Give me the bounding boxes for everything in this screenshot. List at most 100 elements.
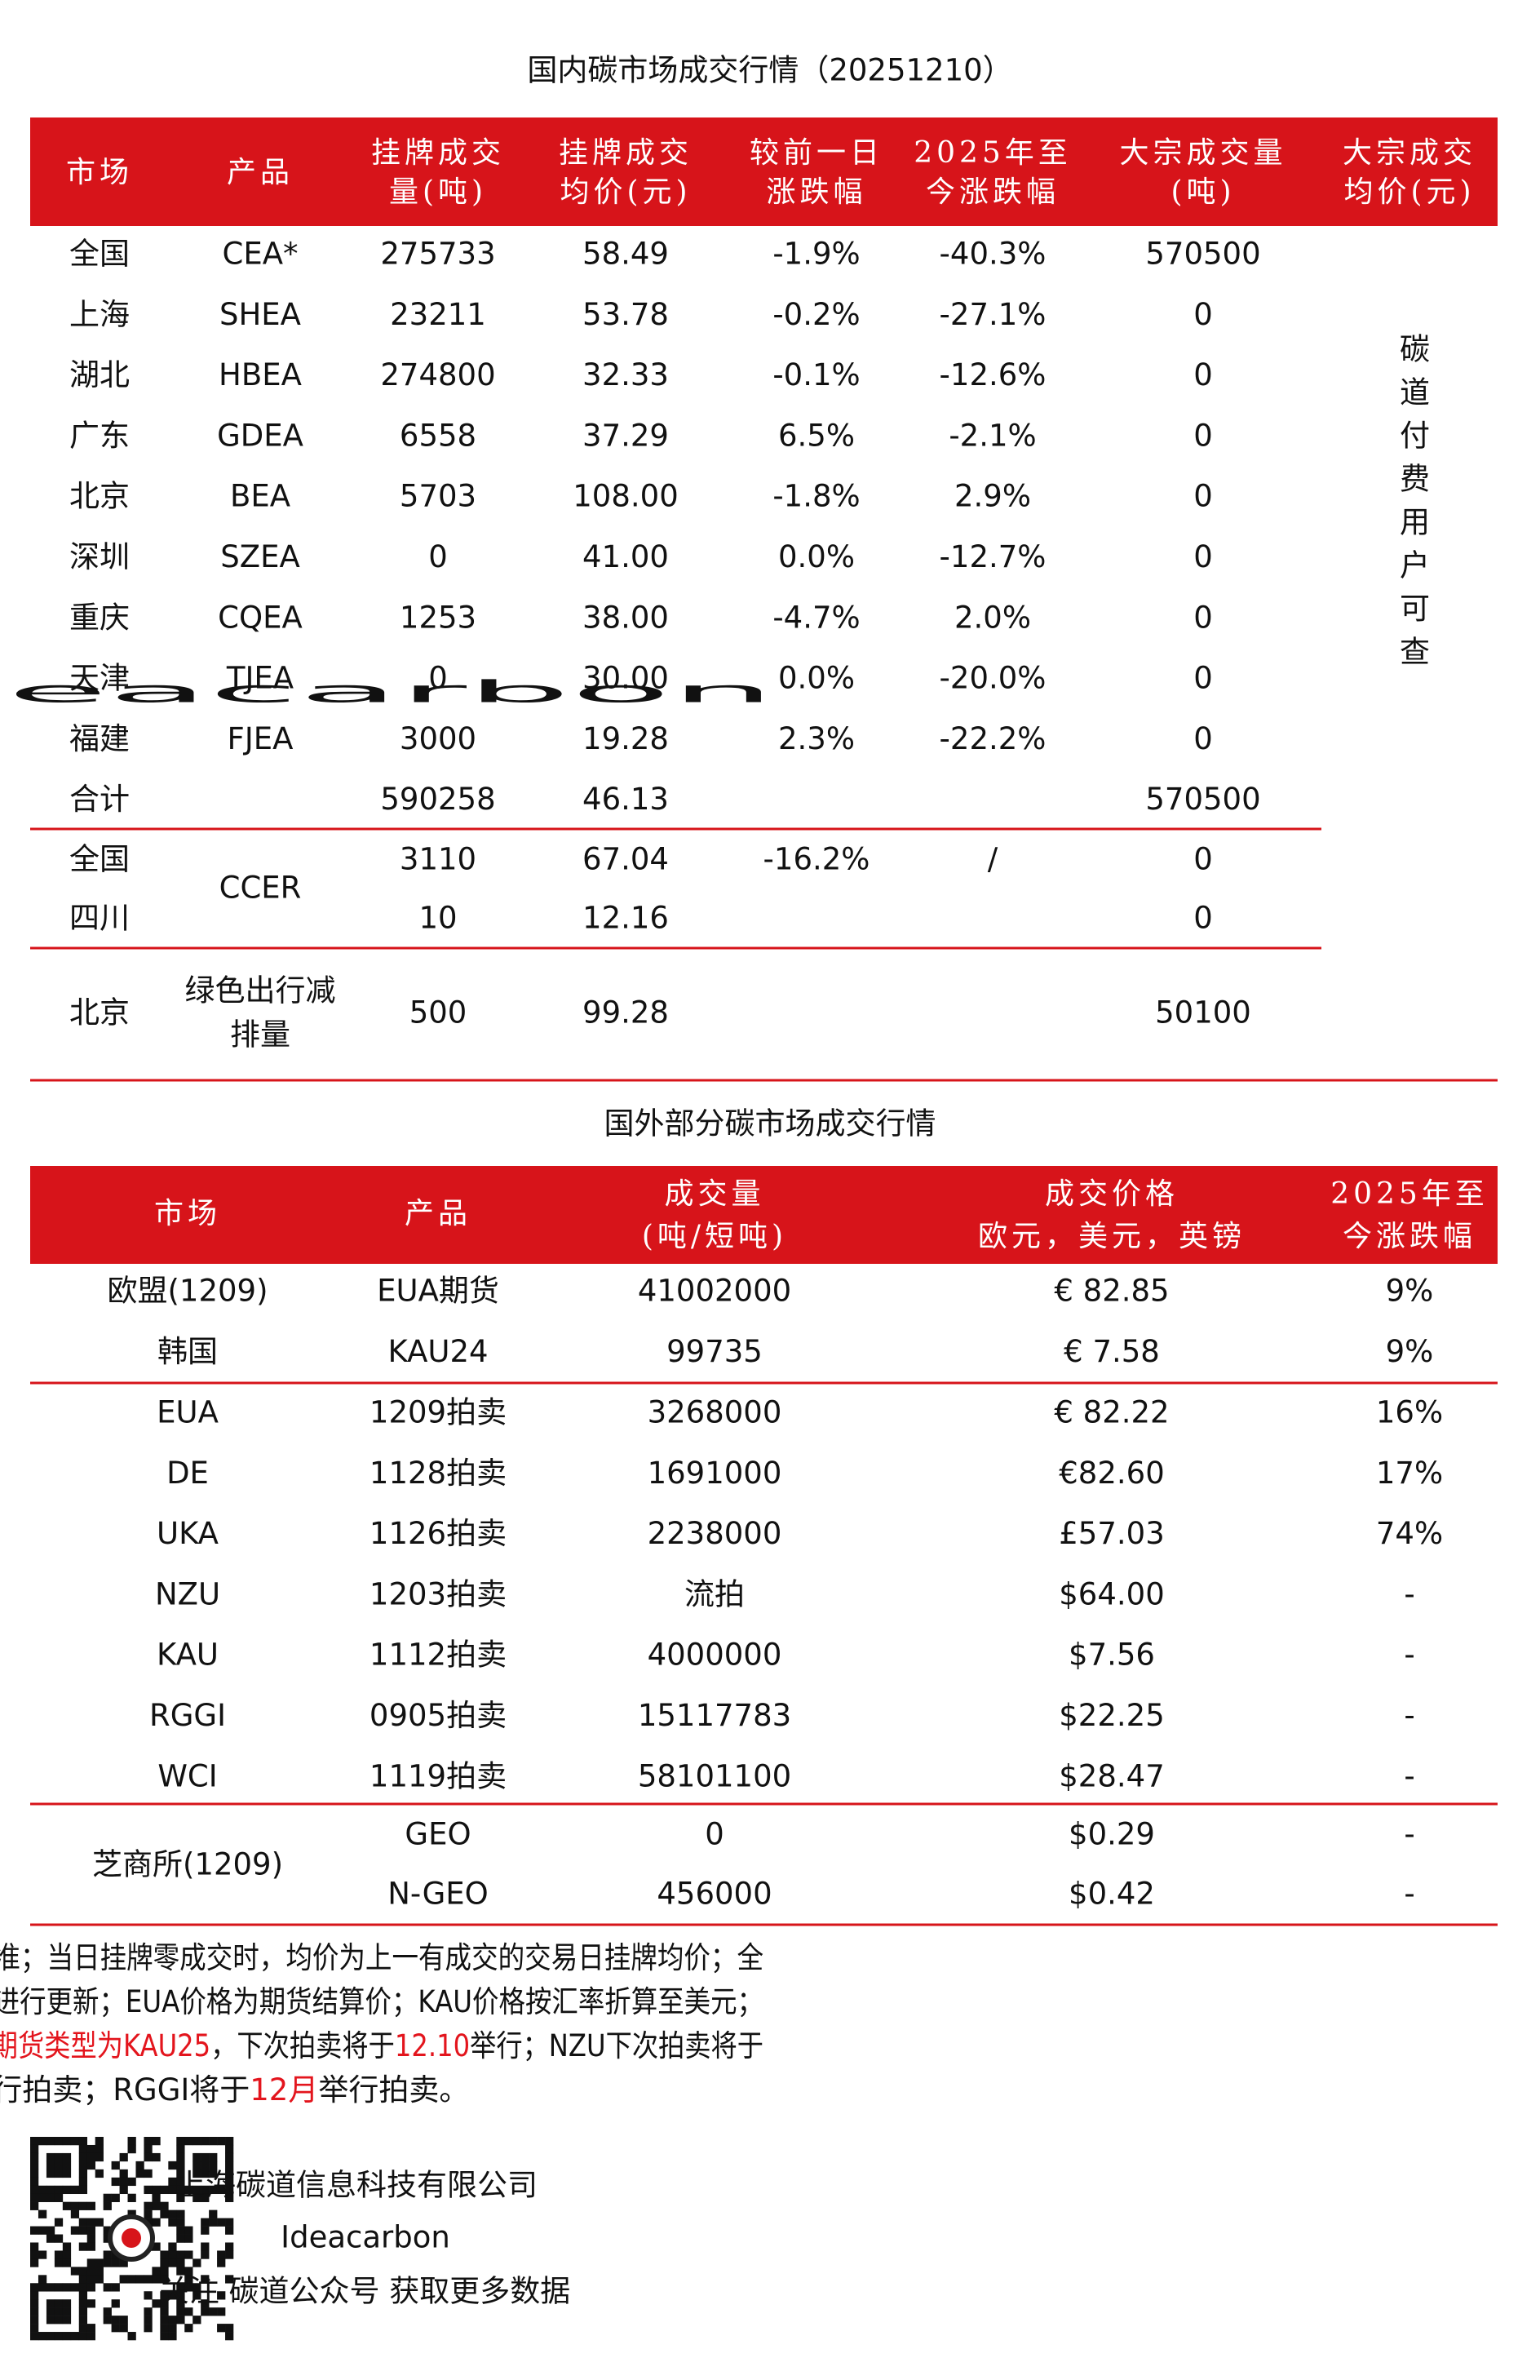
qr-module xyxy=(111,2161,120,2170)
cell: 2238000 xyxy=(648,1516,782,1551)
qr-module xyxy=(38,2332,47,2341)
cell: UKA xyxy=(157,1516,219,1551)
qr-module xyxy=(62,2152,72,2162)
qr-module xyxy=(111,2299,120,2308)
qr-module xyxy=(217,2291,226,2300)
note-segment: 国CCER在没有披露挂牌/协转交易信息前，暂统一按照挂牌进行更新；EUA价格为期… xyxy=(0,1984,763,2019)
cell: 15117783 xyxy=(638,1698,791,1733)
qr-module xyxy=(135,2275,144,2284)
qr-module xyxy=(184,2226,193,2235)
qr-module xyxy=(103,2226,112,2235)
qr-module xyxy=(144,2169,153,2178)
note-segment: 举行拍卖；RGGI将于 xyxy=(0,2072,250,2107)
cell: 3268000 xyxy=(648,1395,782,1430)
qr-module xyxy=(30,2185,39,2195)
qr-module xyxy=(46,2234,55,2243)
header-cell: 均价(元) xyxy=(560,175,691,209)
cell: 67.04 xyxy=(582,842,669,877)
brand: Ideacarbon xyxy=(281,2220,450,2255)
cell: 0 xyxy=(1193,357,1213,392)
qr-module xyxy=(86,2144,95,2154)
qr-module xyxy=(103,2316,112,2325)
cell: 3110 xyxy=(400,842,476,877)
cell: 0905拍卖 xyxy=(370,1698,507,1733)
header-cell: 欧元，美元，英镑 xyxy=(978,1220,1246,1253)
qr-module xyxy=(135,2161,144,2170)
qr-module xyxy=(62,2307,72,2316)
qr-module xyxy=(176,2267,185,2276)
cell: SHEA xyxy=(219,297,301,332)
cell: - xyxy=(1404,1638,1414,1673)
qr-module xyxy=(78,2299,88,2308)
qr-module xyxy=(38,2226,47,2235)
qr-module xyxy=(225,2177,234,2187)
note-line: 12.3举行；WCI将于11.19举行拍卖；RGGI将于12月举行拍卖。 xyxy=(0,2072,469,2107)
qr-module xyxy=(111,2177,120,2187)
qr-module xyxy=(119,2324,128,2333)
qr-module xyxy=(86,2283,95,2292)
cell: 1119拍卖 xyxy=(370,1758,507,1793)
header-cell: 市场 xyxy=(154,1197,221,1230)
header-cell: 2025年至 xyxy=(914,136,1072,170)
cell: 38.00 xyxy=(582,600,669,635)
cell: 2.3% xyxy=(778,721,855,756)
qr-module xyxy=(127,2193,136,2202)
cell: €82.60 xyxy=(1059,1456,1164,1491)
qr-module xyxy=(30,2299,39,2308)
cell: 韩国 xyxy=(157,1334,218,1369)
qr-module xyxy=(225,2226,234,2235)
qr-module xyxy=(86,2218,95,2227)
cell: 32.33 xyxy=(582,357,669,392)
qr-module xyxy=(209,2161,218,2170)
cell: 福建 xyxy=(69,721,130,756)
qr-module xyxy=(78,2324,88,2333)
header-cell: 今涨跌幅 xyxy=(926,175,1060,209)
qr-pattern xyxy=(30,2137,234,2341)
cell: 456000 xyxy=(657,1877,772,1912)
qr-module xyxy=(103,2258,112,2267)
qr-module xyxy=(46,2299,55,2308)
cell: 5703 xyxy=(400,479,476,514)
title: 国内碳市场成交行情（20251210） xyxy=(527,53,1012,88)
qr-module xyxy=(103,2250,112,2259)
qr-module xyxy=(217,2137,226,2146)
qr-module xyxy=(78,2152,88,2162)
cell: 37.29 xyxy=(582,418,669,453)
qr-module xyxy=(78,2291,88,2300)
cell: 0 xyxy=(1193,901,1213,936)
qr-module xyxy=(111,2283,120,2292)
qr-module xyxy=(184,2137,193,2146)
cell: 53.78 xyxy=(582,297,669,332)
qr-module xyxy=(192,2316,201,2325)
qr-module xyxy=(225,2144,234,2154)
cell: 0 xyxy=(705,1817,724,1852)
cell: 天津 xyxy=(69,661,130,696)
qr-module xyxy=(70,2185,80,2195)
qr-module xyxy=(176,2307,185,2316)
company: 上海碳道信息科技有限公司 xyxy=(175,2168,538,2203)
qr-module xyxy=(95,2169,104,2178)
qr-module xyxy=(30,2258,39,2267)
qr-module xyxy=(78,2307,88,2316)
cell: 41.00 xyxy=(582,539,669,574)
cell: 74% xyxy=(1376,1516,1443,1551)
qr-module xyxy=(168,2185,177,2195)
note-segment: ，下次拍卖将于 xyxy=(210,2028,395,2063)
qr-module xyxy=(95,2275,104,2284)
qr-module xyxy=(54,2161,64,2170)
qr-module xyxy=(144,2137,153,2146)
qr-module xyxy=(30,2137,39,2146)
qr-module xyxy=(86,2275,95,2284)
qr-module xyxy=(160,2291,169,2300)
qr-module xyxy=(168,2161,177,2170)
qr-module xyxy=(201,2161,210,2170)
header-cell: 2025年至 xyxy=(1330,1177,1489,1211)
qr-module xyxy=(30,2152,39,2162)
qr-module xyxy=(209,2137,218,2146)
cell: 全国 xyxy=(69,237,130,272)
qr-module xyxy=(176,2291,185,2300)
qr-module xyxy=(62,2242,72,2251)
qr-module xyxy=(78,2275,88,2284)
qr-module xyxy=(176,2144,185,2154)
qr-module xyxy=(30,2226,39,2235)
